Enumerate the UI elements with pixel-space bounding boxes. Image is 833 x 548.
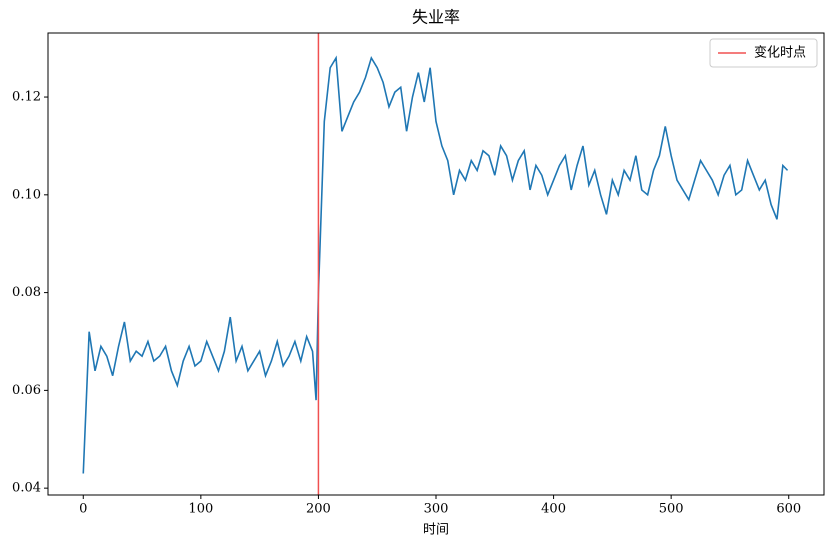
- x-tick-label: 0: [79, 502, 87, 517]
- data-line: [82, 55, 789, 474]
- y-tick-label: 0.04: [12, 481, 41, 496]
- legend-box: [709, 38, 818, 68]
- y-tick-label: 0.08: [12, 285, 41, 300]
- x-axis-label: 时间: [423, 523, 449, 538]
- y-tick-label: 0.12: [12, 90, 41, 105]
- y-tick-label: 0.10: [12, 187, 41, 202]
- x-tick-label: 600: [776, 502, 801, 517]
- x-tick-label: 100: [188, 502, 213, 517]
- x-tick-label: 300: [424, 502, 449, 517]
- plot-frame: [47, 32, 825, 496]
- x-tick-label: 500: [659, 502, 684, 517]
- y-tick-label: 0.06: [12, 383, 41, 398]
- x-tick-label: 200: [306, 502, 331, 517]
- x-tick-label: 400: [541, 502, 566, 517]
- chart-title: 失业率: [412, 8, 460, 27]
- legend-label: 变化时点: [754, 45, 806, 61]
